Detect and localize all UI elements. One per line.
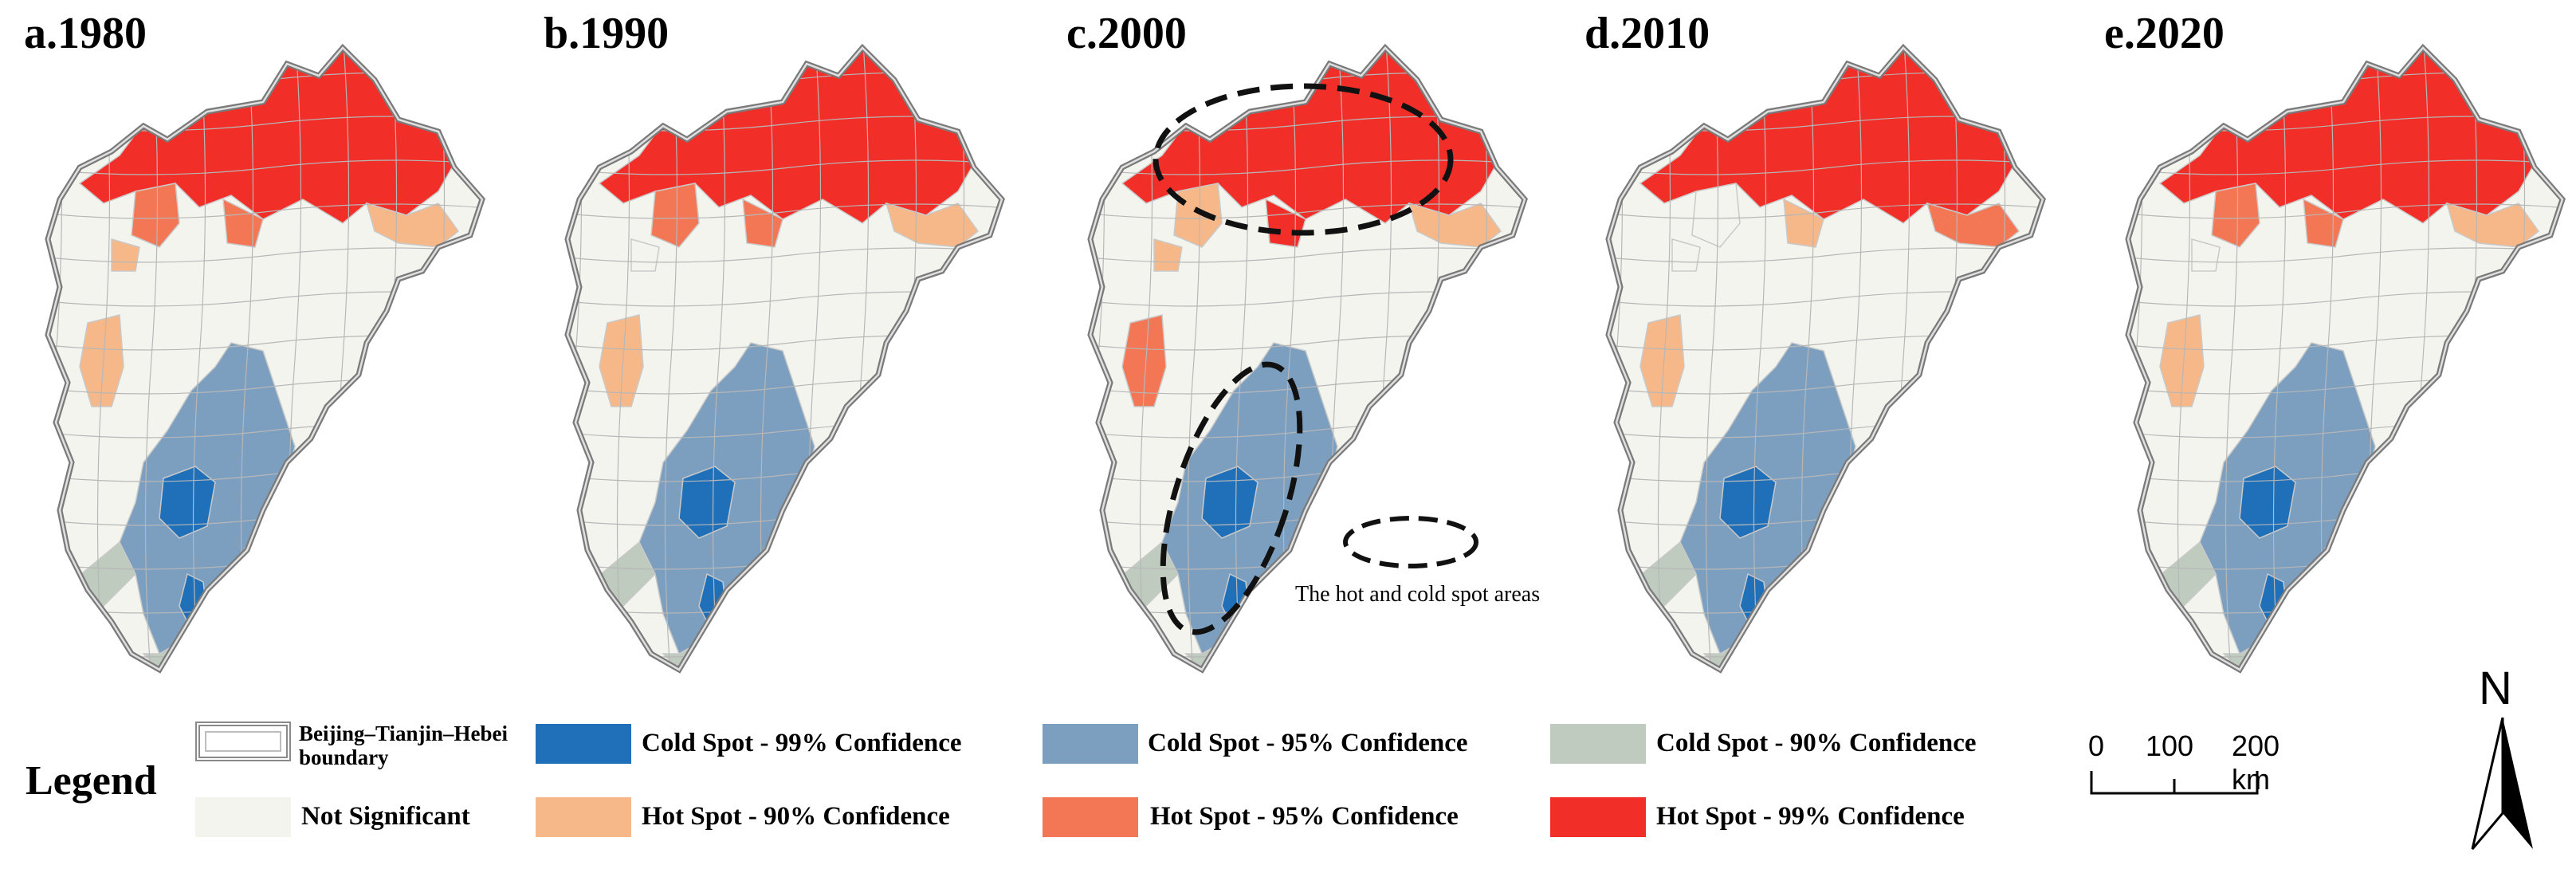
hot-spot-area xyxy=(365,202,460,248)
hot-spot-area xyxy=(1691,183,1741,248)
north-arrow: N xyxy=(2463,662,2543,853)
county-boundary xyxy=(2128,72,2562,88)
cold-spot-99-area xyxy=(678,466,736,539)
legend-swatch-hot-90 xyxy=(536,797,631,837)
annotation-ellipse-key xyxy=(1343,516,1478,568)
map-1980 xyxy=(24,32,518,686)
panel-title-2020: e.2020 xyxy=(2104,9,2225,58)
county-boundary xyxy=(2128,203,2562,219)
hot-spot-area xyxy=(2211,183,2260,248)
legend-swatch-cold-99 xyxy=(536,724,631,764)
panel-title-2000: c.2000 xyxy=(1066,9,1187,58)
county-boundary xyxy=(567,159,1002,175)
hot-spot-area xyxy=(79,314,124,407)
hot-spot-area xyxy=(2191,238,2221,272)
north-arrow-label: N xyxy=(2479,663,2512,714)
legend-swatch-hot-99 xyxy=(1550,797,1646,837)
scale-tick-100: 100 xyxy=(2146,729,2194,762)
map-2010 xyxy=(1584,32,2079,686)
legend-boundary-swatch xyxy=(195,722,291,761)
county-boundary xyxy=(1090,642,1525,658)
legend-swatch-not-significant xyxy=(195,797,291,837)
county-boundary xyxy=(2128,642,2562,658)
legend-label-cold-99: Cold Spot - 99% Confidence xyxy=(642,729,962,757)
legend-label-hot-99: Hot Spot - 99% Confidence xyxy=(1656,802,1965,831)
legend-boundary-label-line1: Beijing–Tianjin–Hebei xyxy=(299,722,509,745)
county-boundary xyxy=(1608,159,2043,175)
panel-title-1990: b.1990 xyxy=(544,9,670,58)
map-2020 xyxy=(2104,32,2576,686)
county-boundary xyxy=(567,203,1002,219)
annotation-label: The hot and cold spot areas xyxy=(1295,582,1541,607)
county-boundary xyxy=(1090,159,1525,175)
county-boundary xyxy=(567,642,1002,658)
county-boundary xyxy=(1608,642,2043,658)
hot-spot-area xyxy=(885,202,980,248)
cold-spot-ellipse xyxy=(1160,361,1303,635)
county-boundary xyxy=(1753,48,1767,670)
county-boundary xyxy=(2272,48,2287,670)
hot-spot-area xyxy=(599,314,644,407)
map-1990 xyxy=(544,32,1038,686)
panel-title-2010: d.2010 xyxy=(1584,9,1710,58)
county-boundary xyxy=(192,48,206,670)
panel-title-1980: a.1980 xyxy=(24,9,147,58)
county-boundary xyxy=(48,159,482,175)
scale-bar: 0 100 200 km xyxy=(2088,729,2280,801)
county-boundary xyxy=(712,48,726,670)
hot-spot-area xyxy=(1121,314,1167,407)
cold-spot-99-area xyxy=(159,466,216,539)
county-boundary xyxy=(48,642,482,658)
legend-label-not-significant: Not Significant xyxy=(301,802,470,831)
cold-spot-99-area xyxy=(2239,466,2296,539)
hot-spot-area xyxy=(2159,314,2205,407)
legend-label-hot-95: Hot Spot - 95% Confidence xyxy=(1150,802,1459,831)
hot-spot-area xyxy=(2445,202,2540,248)
hot-spot-area xyxy=(131,183,180,248)
county-boundary xyxy=(2128,159,2562,175)
legend-label-cold-95: Cold Spot - 95% Confidence xyxy=(1148,729,1468,757)
cold-spot-99-area xyxy=(1201,466,1259,539)
hot-spot-ellipse xyxy=(1153,83,1454,236)
hot-spot-area xyxy=(1173,183,1223,248)
county-boundary xyxy=(1235,48,1249,670)
north-arrow-icon xyxy=(2471,718,2533,850)
county-boundary xyxy=(2040,48,2043,670)
county-boundary xyxy=(48,203,482,219)
hot-spot-area xyxy=(630,238,660,272)
scale-tick-200: 200 km xyxy=(2232,729,2280,796)
legend-label-hot-90: Hot Spot - 90% Confidence xyxy=(642,802,950,831)
legend-swatch-hot-95 xyxy=(1043,797,1138,837)
legend-boundary-label-line2: boundary xyxy=(299,745,389,769)
county-boundary xyxy=(479,48,482,670)
cold-spot-99-area xyxy=(1719,466,1777,539)
legend-boundary-label: Beijing–Tianjin–Hebei boundary xyxy=(299,722,508,769)
hot-spot-area xyxy=(1153,238,1183,272)
county-boundary xyxy=(2559,48,2562,670)
hot-spot-area xyxy=(1671,238,1701,272)
county-boundary xyxy=(1090,203,1525,219)
hot-spot-area xyxy=(1408,202,1502,248)
hot-spot-area xyxy=(1639,314,1685,407)
hot-spot-area xyxy=(111,238,140,272)
hot-spot-area xyxy=(1926,202,2020,248)
legend-swatch-cold-95 xyxy=(1043,724,1138,764)
county-boundary xyxy=(999,48,1002,670)
legend-title: Legend xyxy=(26,758,157,804)
legend-label-cold-90: Cold Spot - 90% Confidence xyxy=(1656,729,1977,757)
scale-tick-0: 0 xyxy=(2088,729,2105,762)
county-boundary xyxy=(1608,203,2043,219)
legend-swatch-cold-90 xyxy=(1550,724,1646,764)
hot-spot-area xyxy=(650,183,700,248)
